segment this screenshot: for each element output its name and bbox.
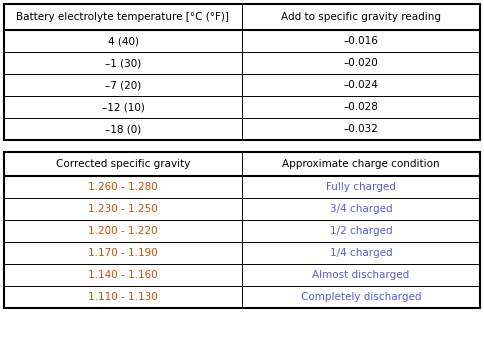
Text: –0.016: –0.016 (344, 36, 378, 46)
Text: 1.200 - 1.220: 1.200 - 1.220 (88, 226, 158, 236)
Text: 1.170 - 1.190: 1.170 - 1.190 (88, 248, 158, 258)
Text: 1.140 - 1.160: 1.140 - 1.160 (88, 270, 158, 280)
Text: Fully charged: Fully charged (326, 182, 396, 192)
Text: –7 (20): –7 (20) (105, 80, 141, 90)
Text: 1.260 - 1.280: 1.260 - 1.280 (88, 182, 158, 192)
Text: 1.230 - 1.250: 1.230 - 1.250 (88, 204, 158, 214)
Text: 1.110 - 1.130: 1.110 - 1.130 (88, 292, 158, 302)
Text: Almost discharged: Almost discharged (312, 270, 409, 280)
Text: –0.028: –0.028 (344, 102, 378, 112)
Text: 3/4 charged: 3/4 charged (330, 204, 393, 214)
Bar (4, 4, 480, 140)
Text: –18 (0): –18 (0) (105, 124, 141, 134)
Text: Battery electrolyte temperature [°C (°F)]: Battery electrolyte temperature [°C (°F)… (16, 12, 229, 22)
Text: –0.020: –0.020 (344, 58, 378, 68)
Text: –0.024: –0.024 (344, 80, 378, 90)
Text: Completely discharged: Completely discharged (301, 292, 421, 302)
Text: Add to specific gravity reading: Add to specific gravity reading (281, 12, 441, 22)
Text: 4 (40): 4 (40) (107, 36, 138, 46)
Text: 1/2 charged: 1/2 charged (330, 226, 393, 236)
Text: –0.032: –0.032 (344, 124, 378, 134)
Bar (4, 152, 480, 308)
Text: –12 (10): –12 (10) (102, 102, 144, 112)
Text: Corrected specific gravity: Corrected specific gravity (56, 159, 190, 169)
Text: Approximate charge condition: Approximate charge condition (282, 159, 440, 169)
Text: –1 (30): –1 (30) (105, 58, 141, 68)
Text: 1/4 charged: 1/4 charged (330, 248, 393, 258)
